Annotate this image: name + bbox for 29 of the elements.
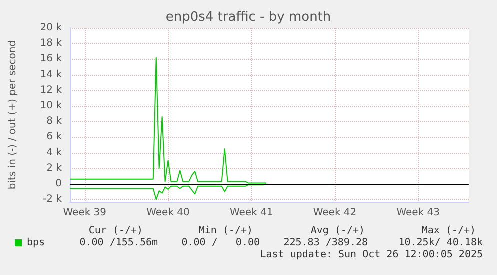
y-tick-label: 6 k xyxy=(46,132,62,143)
chart-title: enp0s4 traffic - by month xyxy=(166,10,332,25)
y-tick-label: 0 xyxy=(56,178,62,190)
y-tick-label: 18 k xyxy=(40,38,62,50)
x-tick-label: Week 42 xyxy=(313,208,357,218)
y-axis-title: bits in (-) / out (+) per second xyxy=(8,40,18,190)
text: Min (-/+) xyxy=(198,226,254,236)
text: Last update: Sun Oct 26 12:00:05 2025 xyxy=(260,250,484,260)
text: 0.00 / 0.00 xyxy=(182,238,260,248)
text: Cur (-/+) xyxy=(88,226,144,236)
y-tick-label: 10 k xyxy=(40,100,62,112)
text: Avg (-/+) xyxy=(310,226,366,236)
y-tick-label: 14 k xyxy=(40,69,62,80)
y-tick-label: 4 k xyxy=(46,147,62,158)
x-tick-label: Week 43 xyxy=(396,208,440,218)
x-tick-label: Week 41 xyxy=(230,208,274,218)
y-tick-label: 2 k xyxy=(46,162,62,174)
text: 225.83 /389.28 xyxy=(284,238,368,248)
x-tick-label: Week 39 xyxy=(63,208,107,218)
legend-label: bps xyxy=(27,238,46,248)
text: Max (-/+) xyxy=(422,226,476,236)
text: 10.25k/ 40.18k xyxy=(398,238,484,248)
y-tick-label: 8 k xyxy=(46,116,62,128)
y-tick-label: 20 k xyxy=(40,22,62,34)
y-tick-label: -2 k xyxy=(43,194,62,206)
y-tick-label: 12 k xyxy=(40,84,62,96)
x-tick-label: Week 40 xyxy=(146,208,190,218)
text: 0.00 /155.56m xyxy=(80,238,158,248)
y-tick-label: 16 k xyxy=(40,54,62,65)
